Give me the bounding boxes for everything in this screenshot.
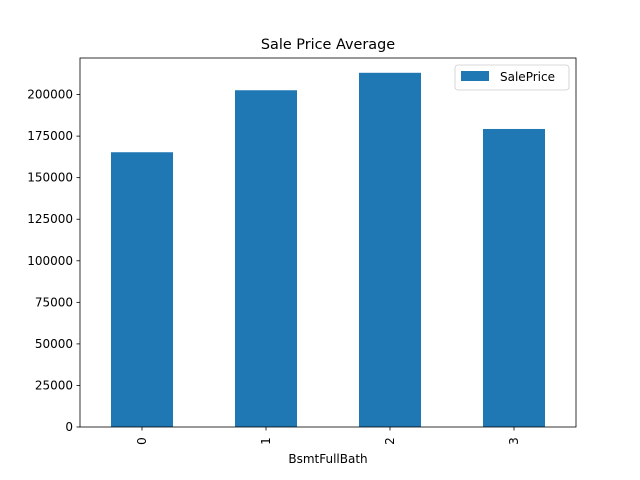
x-tick-label: 3 bbox=[507, 437, 521, 445]
y-tick-label: 125000 bbox=[27, 212, 73, 226]
x-tick-label: 0 bbox=[135, 437, 149, 445]
chart-title: Sale Price Average bbox=[261, 37, 395, 53]
x-axis-label: BsmtFullBath bbox=[288, 452, 367, 466]
y-tick-label: 200000 bbox=[27, 88, 73, 102]
plot-frame bbox=[79, 57, 577, 428]
y-tick-label: 175000 bbox=[27, 129, 73, 143]
bar-0 bbox=[111, 152, 173, 427]
y-tick-label: 100000 bbox=[27, 254, 73, 268]
bar-3 bbox=[483, 128, 545, 428]
y-tick-label: 25000 bbox=[35, 378, 73, 392]
bar-1 bbox=[235, 90, 297, 428]
legend-label: SalePrice bbox=[500, 70, 555, 84]
bar-2 bbox=[359, 72, 421, 427]
y-tick-label: 0 bbox=[65, 420, 73, 434]
y-tick-label: 75000 bbox=[35, 295, 73, 309]
y-tick-label: 150000 bbox=[27, 171, 73, 185]
legend-swatch bbox=[461, 71, 489, 81]
y-tick-label: 50000 bbox=[35, 337, 73, 351]
legend: SalePrice bbox=[454, 64, 570, 91]
x-tick-label: 2 bbox=[383, 437, 397, 445]
x-tick-label: 1 bbox=[259, 437, 273, 445]
